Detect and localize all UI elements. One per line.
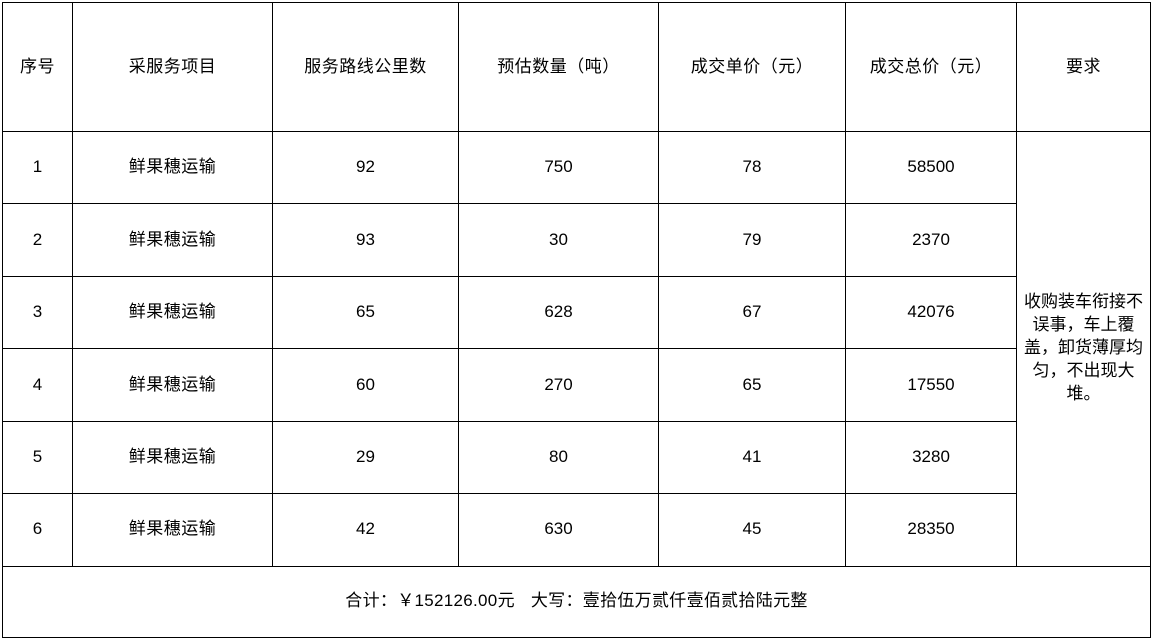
cell-estimated-quantity: 630	[458, 493, 659, 567]
cell-estimated-quantity: 270	[458, 348, 659, 422]
cell-route-kilometers: 60	[272, 348, 459, 422]
capital-amount-label: 大写：	[530, 591, 583, 611]
cell-service-item: 鲜果穗运输	[72, 420, 273, 495]
table-body: 1 鲜果穗运输 92 750 78 58500 收购装车衔接不误事，车上覆盖，卸…	[2, 130, 1151, 639]
cell-unit-price: 65	[658, 348, 846, 422]
table-header: 序号 采服务项目 服务路线公里数 预估数量（吨） 成交单价（元） 成交总价（元）…	[2, 2, 1151, 132]
cell-total-price: 28350	[845, 493, 1017, 567]
table-row: 6 鲜果穗运输 42 630 45 28350	[2, 493, 1151, 567]
column-header-requirement: 要求	[1016, 2, 1151, 132]
cell-estimated-quantity: 628	[458, 275, 659, 350]
cell-route-kilometers: 42	[272, 493, 459, 567]
table-footer-row: 合计：￥152126.00元 大写：壹拾伍万贰仟壹佰贰拾陆元整	[2, 565, 1151, 639]
column-header-index: 序号	[2, 2, 73, 132]
cell-index: 1	[2, 130, 73, 205]
table-row: 5 鲜果穗运输 29 80 41 3280	[2, 420, 1151, 495]
cell-index: 6	[2, 493, 73, 567]
column-header-total-price: 成交总价（元）	[845, 2, 1017, 132]
table-header-row: 序号 采服务项目 服务路线公里数 预估数量（吨） 成交单价（元） 成交总价（元）…	[2, 2, 1151, 132]
cell-route-kilometers: 29	[272, 420, 459, 495]
cell-total-price: 3280	[845, 420, 1017, 495]
capital-amount-value: 壹拾伍万贰仟壹佰贰拾陆元整	[582, 591, 808, 611]
cell-service-item: 鲜果穗运输	[72, 130, 273, 205]
cell-index: 5	[2, 420, 73, 495]
cell-unit-price: 41	[658, 420, 846, 495]
cell-service-item: 鲜果穗运输	[72, 493, 273, 567]
cell-estimated-quantity: 30	[458, 203, 659, 277]
cell-unit-price: 78	[658, 130, 846, 205]
cell-index: 4	[2, 348, 73, 422]
cell-total-price: 42076	[845, 275, 1017, 350]
cell-index: 2	[2, 203, 73, 277]
cell-unit-price: 67	[658, 275, 846, 350]
cell-grand-total: 合计：￥152126.00元 大写：壹拾伍万贰仟壹佰贰拾陆元整	[2, 565, 1151, 639]
grand-total-label: 合计：	[345, 591, 398, 611]
cell-index: 3	[2, 275, 73, 350]
grand-total-amount: ￥152126.00元	[397, 591, 515, 611]
cell-total-price: 58500	[845, 130, 1017, 205]
column-header-estimated-quantity: 预估数量（吨）	[458, 2, 659, 132]
cell-estimated-quantity: 80	[458, 420, 659, 495]
cell-route-kilometers: 93	[272, 203, 459, 277]
cell-total-price: 17550	[845, 348, 1017, 422]
cell-route-kilometers: 92	[272, 130, 459, 205]
table-row: 2 鲜果穗运输 93 30 79 2370	[2, 203, 1151, 277]
table-row: 4 鲜果穗运输 60 270 65 17550	[2, 348, 1151, 422]
cell-unit-price: 79	[658, 203, 846, 277]
cell-requirement-merged: 收购装车衔接不误事，车上覆盖，卸货薄厚均匀，不出现大堆。	[1016, 131, 1151, 567]
cell-service-item: 鲜果穗运输	[72, 275, 273, 350]
column-header-route-kilometers: 服务路线公里数	[272, 2, 459, 132]
column-header-service-item: 采服务项目	[72, 2, 273, 132]
cell-route-kilometers: 65	[272, 275, 459, 350]
cell-estimated-quantity: 750	[458, 130, 659, 205]
column-header-unit-price: 成交单价（元）	[658, 2, 846, 132]
table-row: 3 鲜果穗运输 65 628 67 42076	[2, 275, 1151, 350]
cell-total-price: 2370	[845, 203, 1017, 277]
cell-service-item: 鲜果穗运输	[72, 203, 273, 277]
cell-unit-price: 45	[658, 493, 846, 567]
cell-service-item: 鲜果穗运输	[72, 348, 273, 422]
table-row: 1 鲜果穗运输 92 750 78 58500 收购装车衔接不误事，车上覆盖，卸…	[2, 130, 1151, 567]
